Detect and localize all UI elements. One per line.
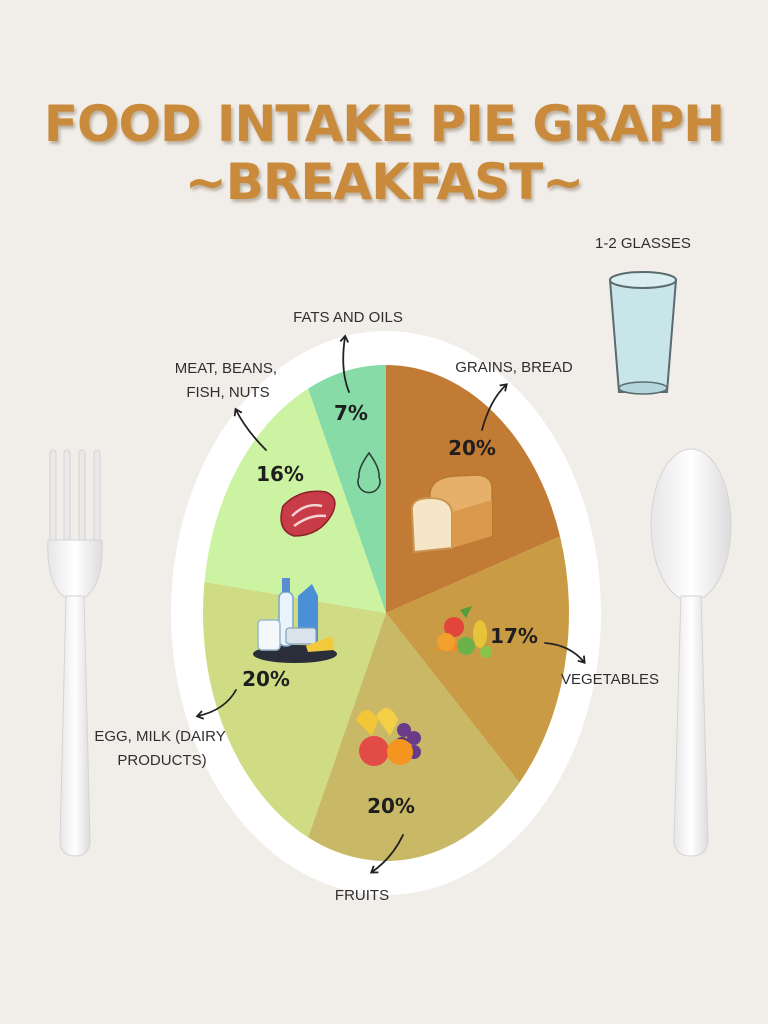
slice-value-grains: 20% bbox=[448, 436, 496, 460]
arrow-dairy bbox=[195, 689, 237, 720]
category-label-dairy: EGG, MILK (DAIRY PRODUCTS) bbox=[94, 728, 229, 769]
pie-slices bbox=[202, 365, 569, 862]
chart-title-line1: FOOD INTAKE PIE GRAPH bbox=[43, 95, 725, 153]
slice-value-fruits: 20% bbox=[367, 794, 415, 818]
slice-value-fats: 7% bbox=[334, 401, 368, 425]
pie-slice-vegetables bbox=[386, 536, 569, 783]
pie-slice-dairy bbox=[202, 581, 386, 838]
fruits-icon bbox=[356, 707, 421, 766]
vegetables-icon bbox=[432, 606, 492, 658]
steak-icon bbox=[280, 490, 336, 537]
category-label-fats: FATS AND OILS bbox=[293, 309, 403, 326]
arrow-meat bbox=[233, 407, 267, 451]
fat-drop-icon bbox=[357, 451, 381, 494]
category-label-vegetables: VEGETABLES bbox=[561, 671, 659, 688]
category-label-grains: GRAINS, BREAD bbox=[455, 359, 573, 376]
pie-slice-fats bbox=[308, 365, 386, 613]
category-label-meat: MEAT, BEANS, FISH, NUTS bbox=[175, 360, 281, 401]
arrow-vegetables bbox=[544, 642, 586, 665]
slice-value-dairy: 20% bbox=[242, 667, 290, 691]
arrow-fruits bbox=[369, 834, 404, 874]
spoon-icon bbox=[650, 448, 732, 857]
slice-value-vegetables: 17% bbox=[490, 624, 538, 648]
arrow-fats bbox=[339, 334, 350, 393]
water-glass-icon bbox=[608, 271, 678, 395]
category-label-fruits: FRUITS bbox=[335, 887, 389, 904]
dairy-icon bbox=[253, 578, 337, 663]
bread-icon bbox=[410, 474, 493, 554]
slice-value-meat: 16% bbox=[256, 462, 304, 486]
water-label: 1-2 GLASSES bbox=[595, 235, 691, 252]
fork-icon bbox=[47, 449, 103, 857]
chart-title-line2: ~BREAKFAST~ bbox=[184, 153, 584, 211]
arrow-grains bbox=[481, 383, 508, 431]
